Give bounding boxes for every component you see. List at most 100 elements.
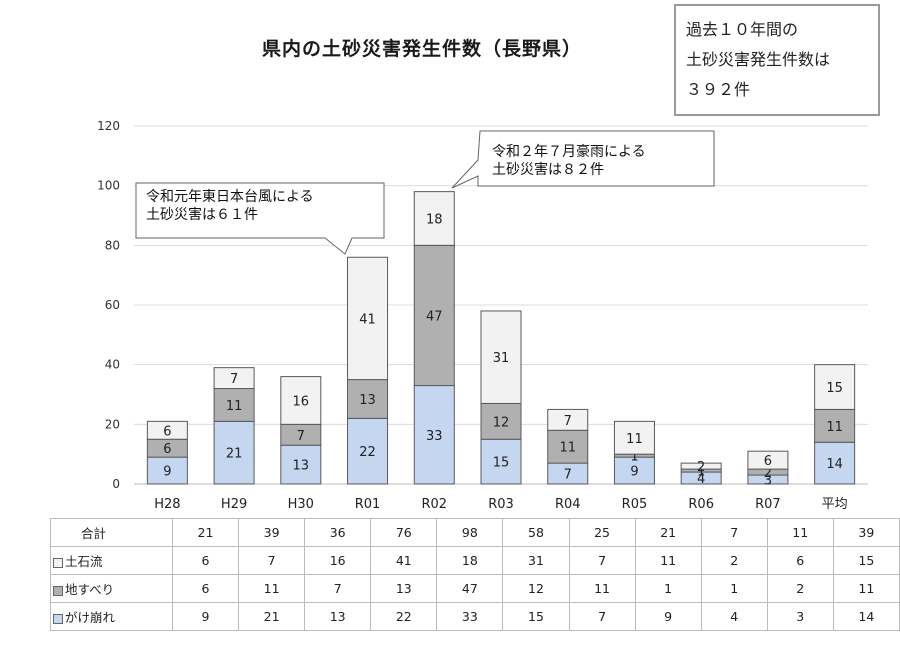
table-cell: 7 bbox=[568, 546, 636, 575]
table-cell: 7 bbox=[700, 518, 768, 547]
table-cell: 47 bbox=[436, 574, 504, 603]
x-tick-label: R03 bbox=[488, 497, 514, 512]
x-axis-labels: H28 H29 H30 R01 R02 R03 R04 R05 R06 R07 平均 bbox=[154, 497, 847, 512]
y-tick-label: 120 bbox=[97, 119, 120, 133]
data-label: 9 bbox=[163, 465, 171, 480]
bar-segment bbox=[146, 420, 188, 440]
y-tick-label: 20 bbox=[105, 417, 120, 431]
data-label: 15 bbox=[493, 456, 510, 471]
data-label: 13 bbox=[359, 393, 376, 408]
bar-segment bbox=[814, 408, 856, 443]
data-label: 1 bbox=[630, 450, 638, 465]
bar-segment bbox=[213, 388, 255, 422]
row-label: 土石流 bbox=[50, 546, 173, 575]
legend-swatch bbox=[53, 585, 63, 596]
table-cell: 6 bbox=[171, 546, 240, 575]
x-tick-label: H29 bbox=[221, 497, 247, 512]
bar-segment bbox=[213, 420, 255, 485]
data-label: 16 bbox=[293, 394, 310, 409]
x-tick-label: R04 bbox=[555, 497, 581, 512]
table-cell: 6 bbox=[171, 574, 240, 603]
data-label: 7 bbox=[230, 372, 238, 387]
data-label: 13 bbox=[293, 459, 310, 474]
bar-segment bbox=[280, 444, 322, 485]
bar-segment bbox=[814, 364, 856, 410]
chart-title: 県内の土砂災害発生件数（長野県） bbox=[262, 38, 583, 60]
data-label: 9 bbox=[630, 465, 638, 480]
table-cell: 58 bbox=[502, 518, 570, 547]
data-label: 22 bbox=[359, 445, 376, 460]
x-tick-label: R02 bbox=[421, 497, 447, 512]
x-tick-label: R01 bbox=[355, 497, 381, 512]
data-label: 33 bbox=[426, 429, 443, 444]
table-cell: 14 bbox=[832, 602, 900, 631]
legend-label: 土石流 bbox=[65, 554, 103, 569]
legend-label: 地すべり bbox=[65, 582, 115, 597]
bar-segment bbox=[213, 367, 255, 390]
legend-swatch bbox=[53, 557, 63, 568]
table-cell: 18 bbox=[436, 546, 504, 575]
data-label: 6 bbox=[163, 424, 171, 439]
y-tick-label: 40 bbox=[105, 358, 120, 372]
bar-segment bbox=[347, 417, 389, 485]
data-label: 2 bbox=[764, 466, 772, 481]
table-row-total: 合計 21 39 36 76 98 58 25 21 7 11 39 bbox=[50, 518, 900, 547]
table-cell: 1 bbox=[700, 574, 768, 603]
table-cell: 11 bbox=[634, 546, 702, 575]
table-cell: 11 bbox=[568, 574, 636, 603]
data-label: 18 bbox=[426, 212, 443, 227]
table-cell: 11 bbox=[832, 574, 900, 603]
data-label: 15 bbox=[826, 381, 843, 396]
table-cell: 2 bbox=[766, 574, 834, 603]
x-tick-label: R05 bbox=[622, 497, 648, 512]
table-cell: 7 bbox=[568, 602, 636, 631]
table-cell: 7 bbox=[238, 546, 306, 575]
row-label: がけ崩れ bbox=[50, 602, 173, 631]
table-cell: 41 bbox=[370, 546, 438, 575]
y-axis-ticks: 0 20 40 60 80 100 120 bbox=[97, 119, 120, 491]
bar-segment bbox=[480, 310, 522, 404]
summary-line2: 土砂災害発生件数は bbox=[686, 50, 831, 69]
data-label: 47 bbox=[426, 309, 443, 324]
data-label: 6 bbox=[163, 442, 171, 457]
y-tick-label: 80 bbox=[105, 238, 120, 252]
bar-segment bbox=[347, 256, 389, 381]
table-row: 地すべり 6 11 7 13 47 12 11 1 1 2 11 bbox=[50, 574, 900, 603]
data-table: 合計 21 39 36 76 98 58 25 21 7 11 39 土石流 6 7 16 41 18 31 7 11 2… bbox=[50, 518, 900, 631]
bar-segment bbox=[814, 441, 856, 485]
bar-segment bbox=[613, 420, 655, 455]
summary-box: 過去１０年間の 土砂災害発生件数は ３９２件 bbox=[674, 4, 880, 116]
data-label: 7 bbox=[564, 414, 572, 429]
bar-segment bbox=[413, 191, 455, 246]
summary-line1: 過去１０年間の bbox=[686, 20, 799, 39]
table-cell: 22 bbox=[370, 602, 438, 631]
table-cell: 21 bbox=[634, 518, 702, 547]
bar-segment bbox=[146, 456, 188, 485]
callout-r02-line1: 令和２年７月豪雨による bbox=[492, 144, 646, 160]
data-label: 14 bbox=[826, 457, 843, 472]
table-cell: 13 bbox=[370, 574, 438, 603]
data-label: 31 bbox=[493, 351, 510, 366]
y-tick-label: 0 bbox=[112, 477, 120, 491]
table-cell: 15 bbox=[832, 546, 900, 575]
data-label: 7 bbox=[297, 429, 305, 444]
bar-segment bbox=[547, 408, 589, 431]
table-cell: 15 bbox=[502, 602, 570, 631]
table-row: がけ崩れ 9 21 13 22 33 15 7 9 4 3 14 bbox=[50, 602, 900, 631]
table-cell: 76 bbox=[370, 518, 438, 547]
x-tick-label: H28 bbox=[154, 497, 180, 512]
table-cell: 25 bbox=[568, 518, 636, 547]
row-label: 地すべり bbox=[50, 574, 173, 603]
x-tick-label: H30 bbox=[288, 497, 314, 512]
x-tick-label: 平均 bbox=[822, 497, 848, 512]
callout-r01-line1: 令和元年東日本台風による bbox=[146, 189, 314, 205]
row-label: 合計 bbox=[50, 518, 173, 547]
data-label: 41 bbox=[359, 312, 376, 327]
bar-segment bbox=[747, 450, 789, 470]
table-cell: 16 bbox=[304, 546, 372, 575]
data-label: 4 bbox=[697, 472, 705, 487]
summary-line3: ３９２件 bbox=[686, 80, 751, 99]
table-cell: 33 bbox=[436, 602, 504, 631]
table-cell: 13 bbox=[304, 602, 372, 631]
data-label: 6 bbox=[764, 454, 772, 469]
